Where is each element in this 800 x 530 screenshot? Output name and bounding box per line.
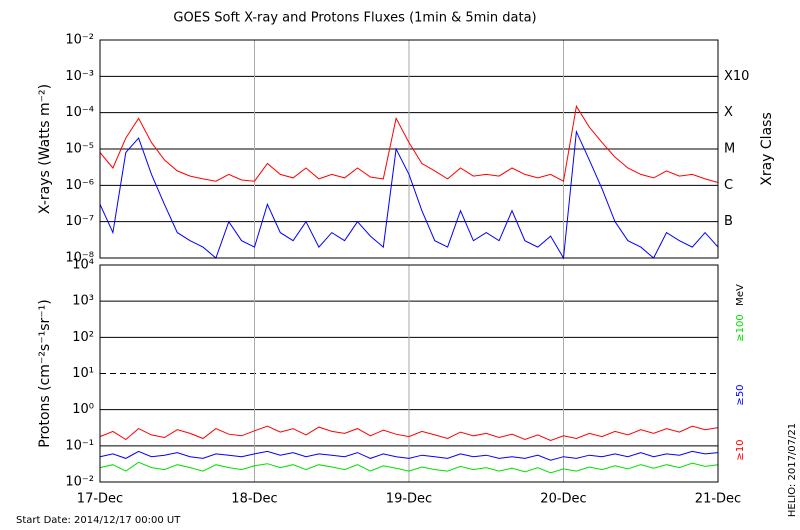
x-tick-label: 17-Dec [77, 492, 123, 507]
y-tick-label: 10⁻³ [65, 69, 94, 84]
y-axis-title: Protons (cm⁻²s⁻¹sr⁻¹) [37, 299, 53, 448]
x-tick-label: 20-Dec [540, 492, 586, 507]
y-tick-label: 10⁻⁴ [65, 105, 94, 120]
y-tick-label: 10⁴ [72, 258, 94, 273]
y-axis-title: X-rays (Watts m⁻²) [37, 84, 53, 214]
start-date: Start Date: 2014/12/17 00:00 UT [16, 515, 181, 526]
y2-tick-label: B [724, 214, 733, 229]
chart-title: GOES Soft X-ray and Protons Fluxes (1min… [173, 11, 536, 26]
y-tick-label: 10⁻² [65, 475, 94, 490]
y2-tick-label: X10 [724, 69, 749, 84]
x-tick-label: 19-Dec [386, 492, 432, 507]
series-label: ≥50 [735, 384, 746, 405]
y2-tick-label: M [724, 142, 735, 157]
data-line [99, 425, 719, 442]
x-tick-label: 18-Dec [231, 492, 277, 507]
y-tick-label: 10¹ [72, 366, 94, 381]
y2-axis-title: Xray Class [759, 112, 775, 186]
y-tick-label: 10⁻¹ [65, 438, 94, 453]
x-tick-label: 21-Dec [695, 492, 741, 507]
plot-frame [99, 264, 719, 483]
credit: HELIO: 2017/07/21 [787, 423, 798, 517]
y-tick-label: 10⁻⁵ [65, 142, 94, 157]
plot-frame [99, 39, 719, 259]
y2-tick-label: X [724, 105, 733, 120]
y2-tick-label: C [724, 178, 733, 193]
y-tick-label: 10⁻⁶ [65, 178, 94, 193]
y-tick-label: 10⁻⁷ [65, 214, 94, 229]
y-tick-label: 10² [72, 330, 94, 345]
units-label: MeV [735, 284, 746, 306]
data-line [99, 461, 719, 474]
series-label: ≥10 [735, 439, 746, 460]
series-label: ≥100 [735, 314, 746, 341]
y-tick-label: 10⁻⁸ [65, 251, 94, 266]
y-tick-label: 10⁻² [65, 33, 94, 48]
data-line [99, 450, 719, 461]
y-tick-label: 10⁰ [72, 402, 94, 417]
y-tick-label: 10³ [72, 294, 94, 309]
data-line [99, 129, 719, 260]
data-line [99, 104, 719, 183]
